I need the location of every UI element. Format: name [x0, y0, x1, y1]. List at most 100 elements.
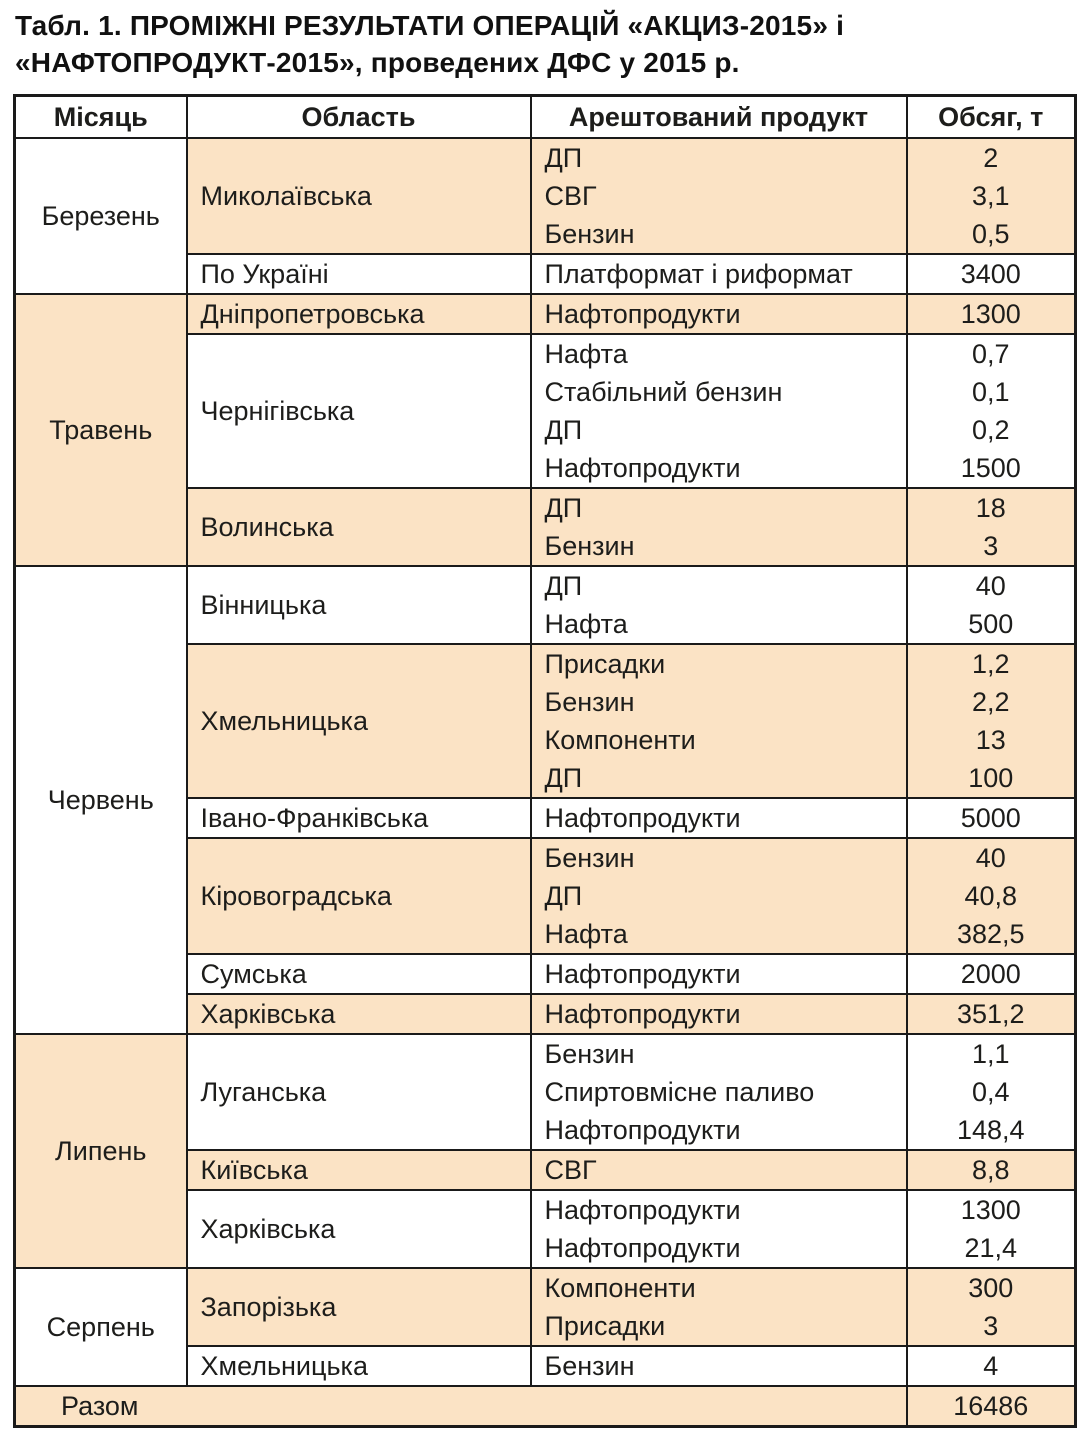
- product-cell: Бензин: [529, 682, 908, 721]
- product-cell: Нафтопродукти: [529, 1188, 908, 1229]
- table-row: Серпень Запорізька Компоненти 300: [13, 1266, 1077, 1386]
- volume-cell: 382,5: [905, 914, 1077, 954]
- table-row: Бензин 3: [15, 526, 1077, 566]
- table-row: СВГ 3,1: [15, 176, 1077, 215]
- volume-cell: 2: [905, 136, 1077, 177]
- volume-cell: 100: [905, 758, 1077, 798]
- region-cell: Миколаївська: [185, 136, 532, 254]
- region-cell: Сумська: [185, 952, 532, 994]
- table-row: Нафтопродукти 21,4: [15, 1228, 1077, 1268]
- region-cell: По Україні: [185, 252, 532, 294]
- table-row: Нафтопродукти 148,4: [15, 1110, 1077, 1150]
- volume-cell: 1,2: [905, 642, 1077, 683]
- product-cell: СВГ: [529, 176, 908, 215]
- table-row: Липень Луганська Бензин 1,1: [13, 1032, 1077, 1268]
- table-row: Хмельницька Бензин 4: [15, 1344, 1077, 1386]
- table-row: ДП 40,8: [15, 876, 1077, 915]
- volume-cell: 3,1: [905, 176, 1077, 215]
- product-cell: Компоненти: [529, 1266, 908, 1307]
- col-header-month: Місяць: [13, 95, 188, 139]
- product-cell: Бензин: [529, 1032, 908, 1073]
- region-cell: Харківська: [185, 992, 532, 1034]
- volume-cell: 40,8: [905, 876, 1077, 915]
- volume-cell: 148,4: [905, 1110, 1077, 1150]
- month-cell: Серпень: [13, 1266, 188, 1386]
- volume-cell: 8,8: [905, 1148, 1077, 1190]
- table-row: ДП 0,2: [15, 410, 1077, 449]
- month-cell: Травень: [13, 292, 188, 566]
- table-row: Нафтопродукти 1500: [15, 448, 1077, 488]
- results-table: Місяць Область Арештований продукт Обсяг…: [13, 93, 1077, 1428]
- product-cell: Нафтопродукти: [529, 992, 908, 1034]
- table-row: Стабільний бензин 0,1: [15, 372, 1077, 411]
- product-cell: Спиртовмісне паливо: [529, 1072, 908, 1111]
- table-title-line-1: Табл. 1. ПРОМІЖНІ РЕЗУЛЬТАТИ ОПЕРАЦІЙ «А…: [15, 10, 845, 41]
- col-header-region: Область: [185, 95, 532, 139]
- product-cell: Бензин: [529, 1344, 908, 1386]
- volume-cell: 0,2: [905, 410, 1077, 449]
- product-cell: Стабільний бензин: [529, 372, 908, 411]
- volume-cell: 0,1: [905, 372, 1077, 411]
- product-cell: ДП: [529, 876, 908, 915]
- month-cell: Червень: [13, 564, 188, 1034]
- volume-cell: 13: [905, 720, 1077, 759]
- volume-cell: 2,2: [905, 682, 1077, 721]
- volume-cell: 40: [905, 836, 1077, 877]
- volume-cell: 5000: [905, 796, 1077, 838]
- region-cell: Волинська: [185, 486, 532, 566]
- volume-cell: 1300: [905, 292, 1077, 334]
- product-cell: Нафтопродукти: [529, 1228, 908, 1268]
- col-header-product: Арештований продукт: [529, 95, 908, 139]
- region-cell: Чернігівська: [185, 332, 532, 488]
- product-cell: СВГ: [529, 1148, 908, 1190]
- table-row: Спиртовмісне паливо 0,4: [15, 1072, 1077, 1111]
- region-cell: Луганська: [185, 1032, 532, 1150]
- region-cell: Вінницька: [185, 564, 532, 644]
- total-label-cell: Разом: [13, 1384, 908, 1427]
- product-cell: Присадки: [529, 1306, 908, 1346]
- product-cell: Бензин: [529, 836, 908, 877]
- header-row: Місяць Область Арештований продукт Обсяг…: [13, 95, 1077, 139]
- volume-cell: 0,5: [905, 214, 1077, 254]
- table-row: ДП 100: [15, 758, 1077, 798]
- table-row: Присадки 3: [15, 1306, 1077, 1346]
- table-row: Нафта 382,5: [15, 914, 1077, 954]
- volume-cell: 4: [905, 1344, 1077, 1386]
- product-cell: Бензин: [529, 214, 908, 254]
- table-row: Волинська ДП 18: [15, 486, 1077, 566]
- product-cell: Нафтопродукти: [529, 448, 908, 488]
- col-header-volume: Обсяг, т: [905, 95, 1077, 139]
- table-title-line-2: «НАФТОПРОДУКТ-2015», проведених ДФС у 20…: [15, 46, 740, 78]
- region-cell: Івано-Франківська: [185, 796, 532, 838]
- product-cell: Нафта: [529, 332, 908, 373]
- region-cell: Кіровоградська: [185, 836, 532, 954]
- region-cell: Хмельницька: [185, 642, 532, 798]
- volume-cell: 351,2: [905, 992, 1077, 1034]
- region-cell: Хмельницька: [185, 1344, 532, 1386]
- product-cell: Нафтопродукти: [529, 1110, 908, 1150]
- volume-cell: 500: [905, 604, 1077, 644]
- product-cell: Присадки: [529, 642, 908, 683]
- region-cell: Запорізька: [185, 1266, 532, 1346]
- table-row: Нафта 500: [15, 604, 1077, 644]
- product-cell: ДП: [529, 136, 908, 177]
- table-row: Чернігівська Нафта 0,7: [15, 332, 1077, 488]
- table-row: Харківська Нафтопродукти 351,2: [15, 992, 1077, 1034]
- volume-cell: 21,4: [905, 1228, 1077, 1268]
- table-row: Сумська Нафтопродукти 2000: [15, 952, 1077, 994]
- month-cell: Липень: [13, 1032, 188, 1268]
- table-row: Бензин 2,2: [15, 682, 1077, 721]
- table-row: Хмельницька Присадки 1,2: [15, 642, 1077, 798]
- product-cell: ДП: [529, 564, 908, 605]
- table-foot: Разом 16486: [13, 1384, 1077, 1427]
- product-cell: ДП: [529, 410, 908, 449]
- product-cell: Нафта: [529, 914, 908, 954]
- volume-cell: 1300: [905, 1188, 1077, 1229]
- table-row: По Україні Платформат і риформат 3400: [15, 252, 1077, 294]
- volume-cell: 0,4: [905, 1072, 1077, 1111]
- table-body: Березень Миколаївська ДП 2 СВГ 3,1 Бензин 0,5 По…: [13, 136, 1077, 1386]
- region-cell: Дніпропетровська: [185, 292, 532, 334]
- table-row: Кіровоградська Бензин 40: [15, 836, 1077, 954]
- table-row: Березень Миколаївська ДП 2: [13, 136, 1077, 294]
